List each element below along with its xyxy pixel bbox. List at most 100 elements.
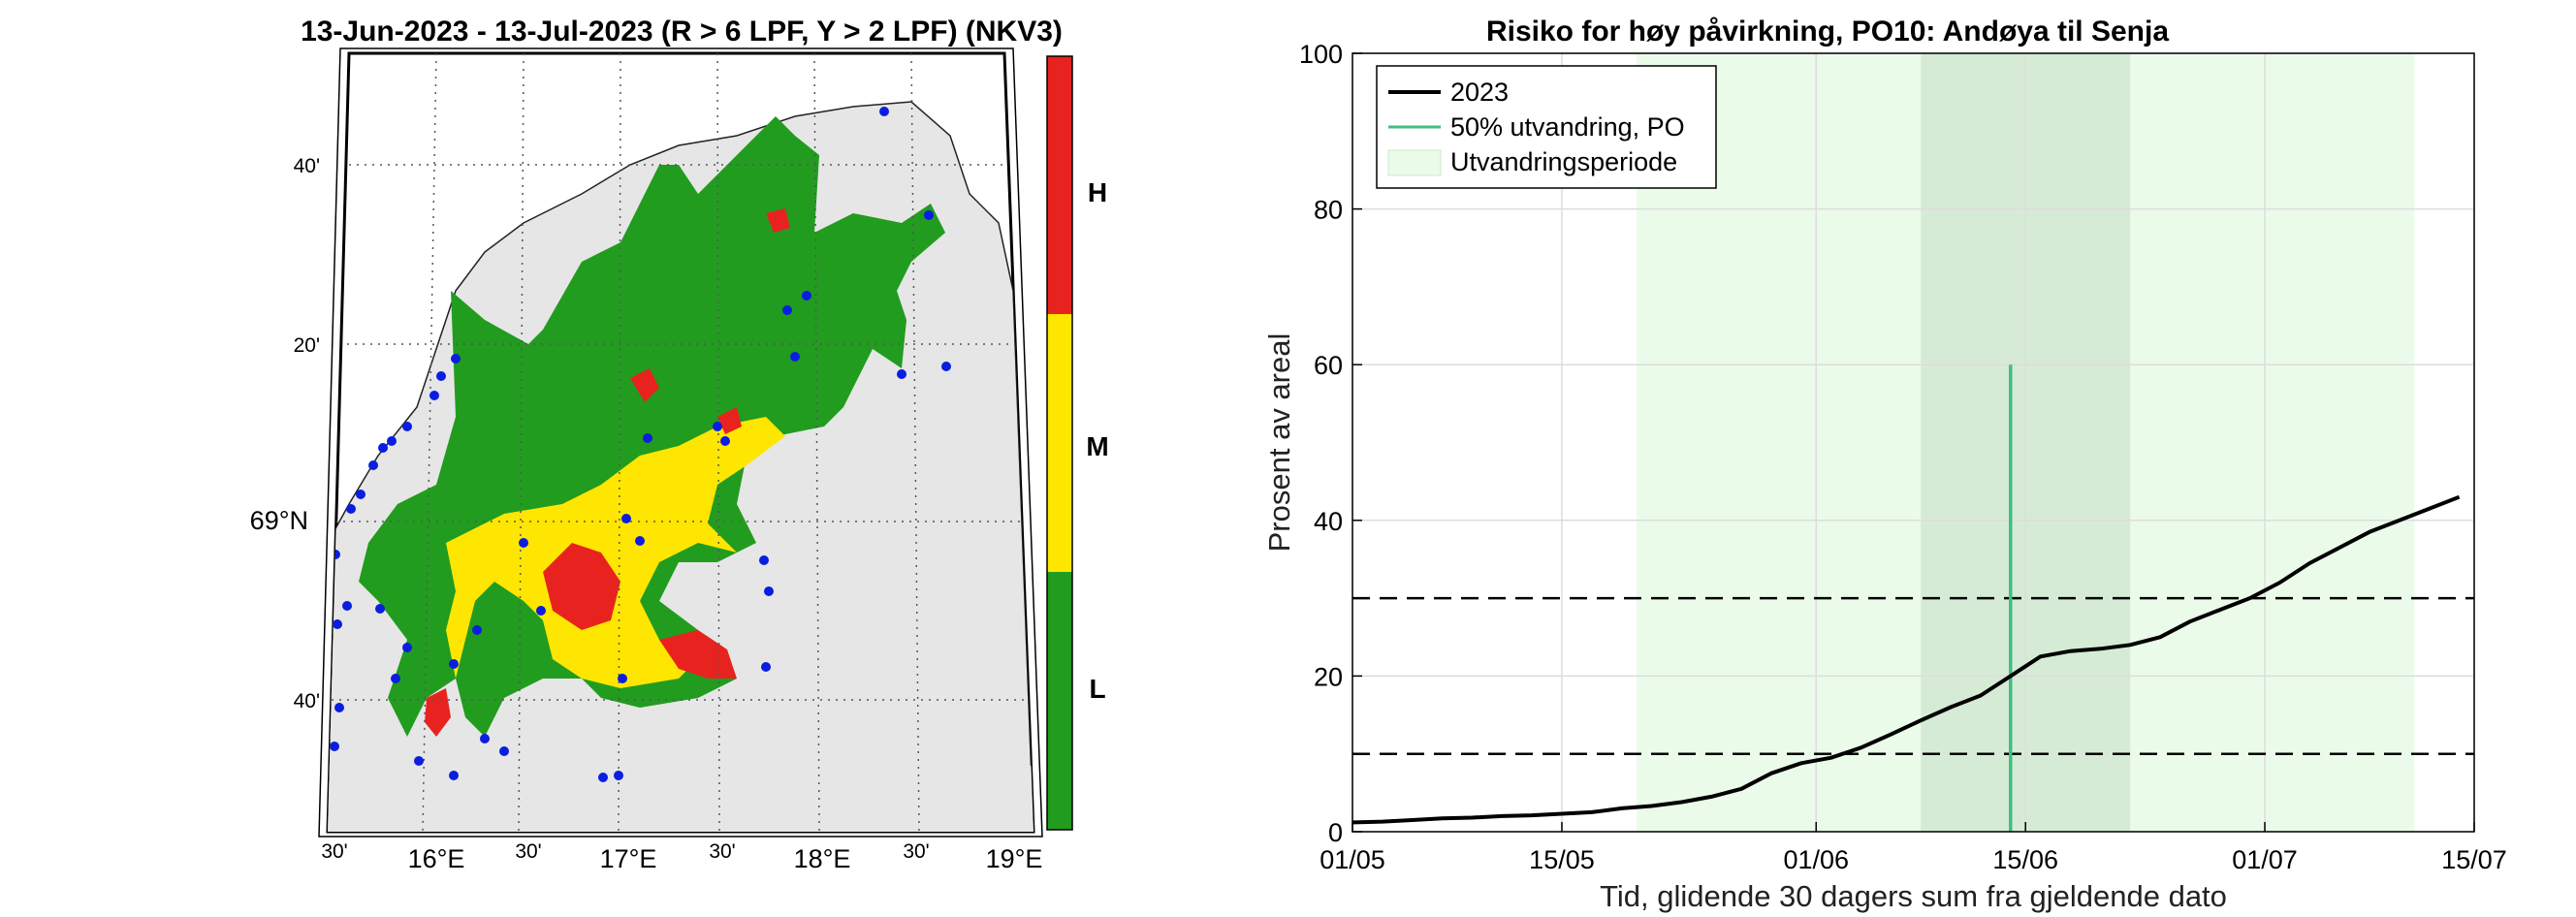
map-graticule: [332, 53, 1028, 832]
map-content: [328, 53, 1034, 832]
y-tick-label: 20: [1314, 662, 1343, 691]
colorbar-high: [1047, 56, 1072, 314]
site-dot: [387, 436, 397, 446]
risk-zone-high: [717, 407, 742, 434]
site-dot: [614, 771, 623, 780]
x-tick-label: 01/05: [1320, 845, 1385, 874]
site-dot: [330, 742, 339, 751]
site-dot: [713, 422, 722, 431]
x-tick-label: 15/07: [2441, 845, 2507, 874]
lon-label: 30': [903, 840, 929, 863]
colorbar-low: [1047, 572, 1072, 830]
series-lines: [1352, 494, 2461, 825]
site-dot: [764, 586, 774, 596]
site-dot: [375, 604, 385, 614]
site-dot: [334, 703, 344, 712]
site-dot: [333, 619, 342, 629]
site-dot: [451, 354, 461, 364]
x-tick-label: 01/07: [2232, 845, 2298, 874]
site-dot: [472, 625, 482, 635]
site-dot: [378, 443, 388, 453]
legend-swatch-shade: [1387, 149, 1442, 176]
lon-label: 30': [321, 840, 347, 863]
colorbar-label-high: H: [1088, 177, 1107, 207]
site-dot: [499, 746, 509, 756]
colorbar-label-medium: M: [1086, 431, 1108, 461]
y-axis-label: Prosent av areal: [1262, 333, 1296, 553]
site-dot: [480, 734, 490, 743]
lon-label: 30': [515, 840, 541, 863]
legend-entry: 2023: [1450, 78, 1509, 107]
site-dot: [802, 291, 811, 300]
site-dot: [391, 674, 400, 683]
line-chart: Risiko for høy påvirkning, PO10: Andøya …: [1262, 16, 2507, 913]
site-dot: [635, 536, 645, 546]
site-dot: [449, 659, 459, 669]
plot-area-frame: [1352, 52, 2475, 833]
site-dot: [342, 601, 352, 611]
map-title: 13-Jun-2023 - 13-Jul-2023 (R > 6 LPF, Y …: [301, 16, 1063, 47]
y-tick-label: 100: [1299, 40, 1343, 69]
site-dot: [331, 550, 340, 559]
x-axis-ticks: 01/05 15/05 01/06 15/06 01/07 15/07: [1320, 822, 2507, 874]
risk-zone-high: [659, 630, 737, 679]
site-dot: [429, 391, 439, 400]
site-dot: [598, 773, 608, 782]
y-tick-label: 60: [1314, 351, 1343, 380]
y-tick-label: 40: [1314, 507, 1343, 536]
y-tick-label: 80: [1314, 196, 1343, 225]
site-dot: [924, 210, 934, 220]
site-dot: [782, 305, 792, 315]
reference-lines: [1352, 596, 2474, 755]
lon-label: 19°E: [986, 844, 1043, 873]
y-tick-label: 0: [1328, 818, 1343, 847]
site-dot: [356, 490, 366, 499]
site-dot: [402, 643, 412, 652]
site-dot: [941, 362, 951, 371]
site-dot: [414, 756, 424, 766]
risk-zone-high: [543, 543, 620, 630]
site-markers: [330, 107, 951, 782]
site-dot: [368, 460, 378, 470]
site-dot: [346, 504, 356, 514]
lat-label: 40': [294, 690, 320, 712]
y-axis-ticks: 0 20 40 60 80 100: [1299, 40, 1362, 847]
map-outer-frame: [318, 47, 1043, 838]
legend-entry: Utvandringsperiode: [1450, 147, 1677, 176]
site-dot: [536, 606, 546, 616]
site-dot: [643, 433, 652, 443]
site-dot: [759, 555, 769, 565]
site-dot: [897, 369, 906, 379]
x-tick-label: 15/06: [1992, 845, 2058, 874]
colorbar-frame: [1046, 55, 1073, 831]
site-dot: [879, 107, 889, 116]
series-line: [1352, 494, 2461, 825]
site-dot: [618, 674, 627, 683]
lat-label: 40': [294, 155, 320, 177]
x-tick-label: 15/05: [1529, 845, 1595, 874]
site-dot: [761, 662, 771, 672]
colorbar: H M L: [1046, 55, 1109, 831]
site-dot: [436, 371, 446, 381]
lat-label: 20': [294, 334, 320, 357]
colorbar-label-low: L: [1089, 674, 1105, 704]
map-panel: 13-Jun-2023 - 13-Jul-2023 (R > 6 LPF, Y …: [250, 16, 1109, 873]
lon-label: 18°E: [794, 844, 851, 873]
x-axis-label: Tid, glidende 30 dagers sum fra gjeldend…: [1600, 879, 2227, 913]
colorbar-medium: [1047, 314, 1072, 572]
site-dot: [449, 771, 459, 780]
lon-label: 30': [709, 840, 735, 863]
lat-label: 69°N: [250, 506, 308, 535]
site-dot: [790, 352, 800, 362]
site-dot: [519, 538, 528, 548]
x-tick-label: 01/06: [1783, 845, 1849, 874]
risk-zone-high: [425, 688, 451, 737]
risk-zone-medium: [446, 417, 785, 688]
legend: 2023 50% utvandring, PO Utvandringsperio…: [1376, 65, 1717, 189]
risk-zone-high: [630, 368, 659, 402]
risk-zone-high: [766, 208, 790, 233]
site-dot: [720, 436, 730, 446]
site-dot: [621, 514, 631, 523]
chart-title: Risiko for høy påvirkning, PO10: Andøya …: [1486, 16, 2169, 47]
